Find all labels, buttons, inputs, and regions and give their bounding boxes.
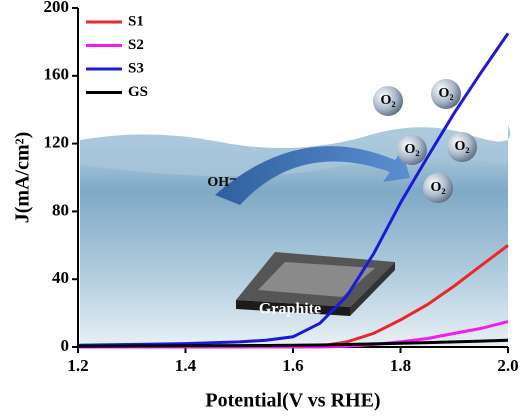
y-axis-label: J(mA/cm²) [12, 132, 34, 224]
legend-label: S3 [128, 60, 144, 76]
legend-label: GS [128, 84, 148, 100]
x-tick-label: 1.6 [282, 356, 303, 375]
x-tick-label: 1.4 [175, 356, 197, 375]
annotation: O₂ [404, 142, 419, 157]
annotation: Graphite [259, 301, 321, 318]
background-illustration [80, 125, 511, 346]
annotation: O₂ [380, 93, 395, 108]
oxygen-bubble [373, 86, 403, 116]
annotation: O₂ [430, 180, 445, 195]
annotation: O₂ [454, 139, 469, 154]
annotation: O₂ [438, 86, 453, 101]
y-tick-label: 160 [44, 65, 70, 84]
oxygen-bubble [423, 173, 453, 203]
x-tick-label: 1.8 [390, 356, 411, 375]
x-tick-label: 1.2 [67, 356, 88, 375]
y-tick-label: 80 [52, 200, 69, 219]
x-axis-label: Potential(V vs RHE) [205, 390, 380, 412]
series-line [77, 32, 510, 347]
annotation: OH⁻ [207, 175, 236, 190]
legend-label: S1 [128, 13, 144, 29]
y-tick-label: 0 [61, 336, 70, 355]
y-tick-label: 120 [44, 133, 70, 152]
x-tick-label: 2.0 [497, 356, 518, 375]
oxygen-bubble [431, 79, 461, 109]
oxygen-bubble [447, 132, 477, 162]
series-line [77, 338, 509, 348]
legend-label: S2 [128, 37, 144, 53]
y-tick-label: 40 [52, 268, 69, 287]
oxygen-bubble [397, 135, 427, 165]
y-tick-label: 200 [44, 0, 70, 16]
